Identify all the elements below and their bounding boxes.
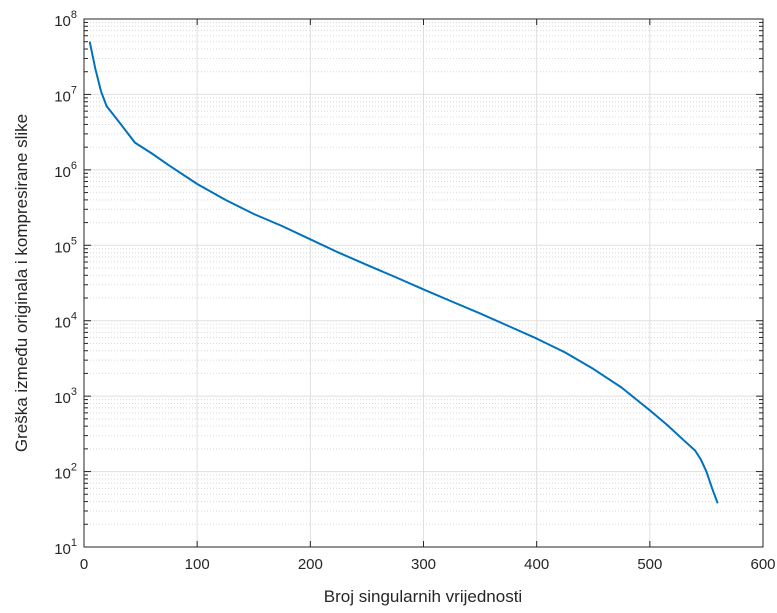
y-axis-label: Greška između originala i kompresirane s… xyxy=(12,114,31,452)
y-tick-exponent: 1 xyxy=(71,537,77,549)
y-tick-base: 10 xyxy=(54,541,71,558)
x-tick-label: 200 xyxy=(298,556,323,573)
y-tick-base: 10 xyxy=(54,13,71,30)
y-tick-base: 10 xyxy=(54,239,71,256)
y-tick-label: 105 xyxy=(54,235,77,256)
x-tick-label: 500 xyxy=(637,556,662,573)
y-tick-label: 104 xyxy=(54,311,77,332)
x-tick-label: 300 xyxy=(411,556,436,573)
y-tick-label: 106 xyxy=(54,160,77,181)
y-tick-base: 10 xyxy=(54,315,71,332)
y-tick-exponent: 7 xyxy=(71,84,77,96)
x-tick-label: 400 xyxy=(524,556,549,573)
y-tick-exponent: 8 xyxy=(71,9,77,21)
y-tick-exponent: 2 xyxy=(71,462,77,474)
y-tick-label: 103 xyxy=(54,386,77,407)
y-tick-base: 10 xyxy=(54,164,71,181)
y-tick-label: 108 xyxy=(54,9,77,30)
y-tick-label: 102 xyxy=(54,462,77,483)
y-tick-base: 10 xyxy=(54,390,71,407)
major-grid xyxy=(84,19,763,547)
y-tick-base: 10 xyxy=(54,466,71,483)
x-tick-label: 100 xyxy=(185,556,210,573)
y-tick-exponent: 6 xyxy=(71,160,77,172)
x-tick-label: 600 xyxy=(750,556,775,573)
axis-ticks xyxy=(83,18,764,548)
y-tick-exponent: 3 xyxy=(71,386,77,398)
x-axis-label: Broj singularnih vrijednosti xyxy=(324,587,522,606)
x-tick-labels: 0 100 200 300 400 500 600 xyxy=(80,556,776,573)
y-tick-exponent: 5 xyxy=(71,235,77,247)
y-tick-exponent: 4 xyxy=(71,311,77,323)
y-tick-label: 107 xyxy=(54,84,77,105)
y-tick-label: 101 xyxy=(54,537,77,558)
x-tick-label: 0 xyxy=(80,556,88,573)
y-tick-base: 10 xyxy=(54,88,71,105)
series-line xyxy=(88,41,719,504)
